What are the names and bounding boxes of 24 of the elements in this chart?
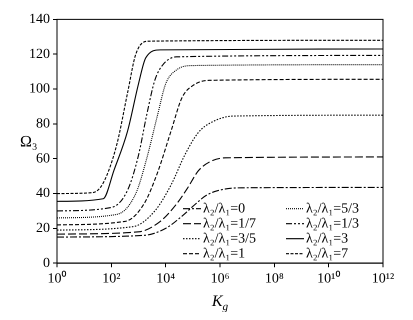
y-axis-title: Ω₃ [20, 133, 38, 150]
y-tick-label: 100 [29, 82, 50, 97]
y-tick-label: 80 [36, 116, 50, 132]
y-tick-label: 60 [36, 151, 50, 166]
legend-label: λ₂/λ₁=1 [203, 246, 246, 262]
legend-label: λ₂/λ₁=3 [306, 231, 348, 246]
y-tick-label: 140 [29, 12, 50, 28]
legend-label: λ₂/λ₁=5/3 [306, 201, 360, 216]
x-tick-label: 10⁰ [48, 270, 66, 286]
x-tick-label: 10¹² [372, 271, 394, 286]
x-tick-label: 10⁴ [156, 271, 176, 286]
y-tick-label: 20 [36, 221, 50, 236]
x-tick-label: 10² [102, 271, 120, 286]
x-tick-label: 10¹⁰ [317, 270, 340, 286]
y-tick-label: 0 [43, 256, 50, 271]
legend-label: λ₂/λ₁=1/3 [306, 216, 360, 232]
y-tick-label: 120 [29, 46, 50, 62]
y-tick-label: 40 [36, 186, 50, 202]
x-tick-label: 10⁶ [210, 271, 230, 286]
legend-label: λ₂/λ₁=1/7 [203, 216, 256, 232]
x-tick-label: 10⁸ [264, 271, 284, 286]
legend-label: λ₂/λ₁=3/5 [203, 231, 256, 246]
legend-label: λ₂/λ₁=0 [203, 201, 246, 216]
legend-label: λ₂/λ₁=7 [306, 246, 348, 262]
